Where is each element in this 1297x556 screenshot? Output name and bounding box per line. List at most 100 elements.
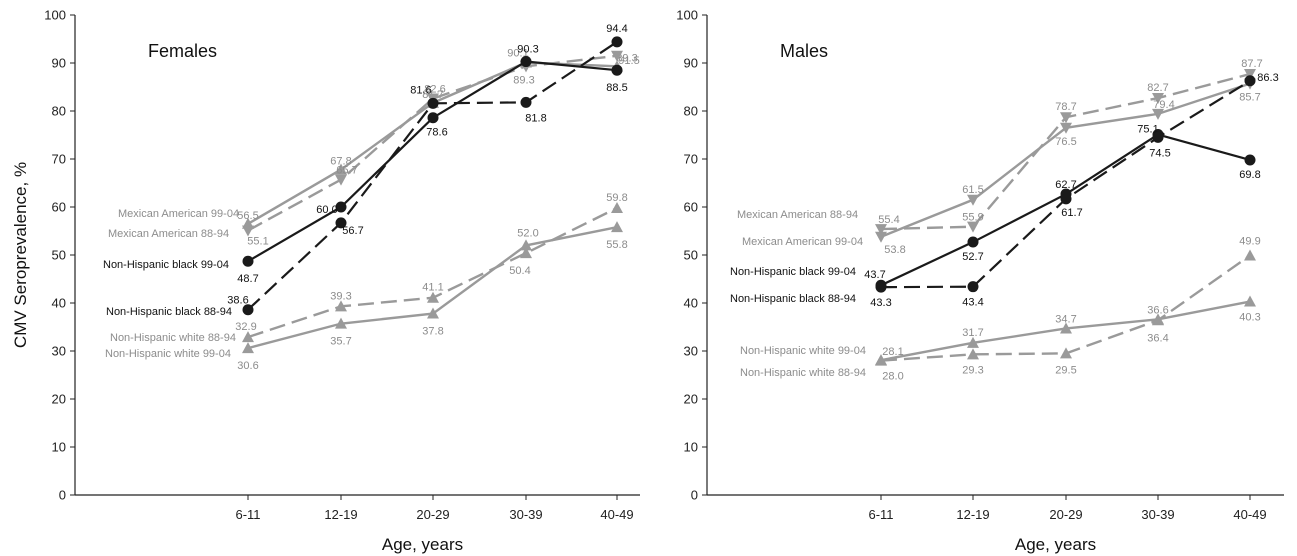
data-point	[1060, 322, 1072, 334]
panel-title: Females	[148, 41, 217, 61]
data-point	[611, 50, 623, 62]
y-tick-label: 0	[691, 488, 698, 503]
data-label: 89.3	[616, 52, 637, 64]
series-label: Non-Hispanic black 99-04	[103, 259, 229, 271]
y-tick-label: 80	[52, 104, 66, 119]
series-non-hispanic-white-88-94: 32.9 39.3 41.1 50.4 59.8 Non-Hispanic white 8…	[110, 192, 628, 344]
data-point	[1152, 131, 1164, 143]
data-label: 78.6	[426, 127, 447, 139]
series-non-hispanic-black-88-94: 43.3 43.4 61.7 74.5 86.3 Non-Hispanic black 8…	[730, 72, 1279, 309]
data-point	[520, 56, 532, 68]
series-label: Mexican American 88-94	[737, 209, 858, 221]
series-label: Non-Hispanic black 99-04	[730, 266, 856, 278]
data-label: 34.7	[1055, 313, 1076, 325]
data-point	[335, 317, 347, 329]
x-axis-title: Age, years	[1015, 535, 1096, 554]
data-label: 55.1	[247, 236, 268, 248]
data-label: 35.7	[330, 336, 351, 348]
data-label: 49.9	[1239, 235, 1260, 247]
data-point	[1060, 193, 1072, 205]
series-label: Non-Hispanic white 88-94	[740, 367, 866, 379]
data-point	[520, 239, 532, 251]
data-label: 32.9	[235, 321, 256, 333]
data-point	[967, 194, 979, 206]
y-tick-label: 90	[52, 56, 66, 71]
data-label: 90.1	[507, 48, 528, 60]
x-tick-label: 12-19	[956, 507, 989, 522]
data-point	[967, 336, 979, 348]
data-point	[1244, 249, 1256, 261]
x-tick-label: 20-29	[416, 507, 449, 522]
data-label: 75.1	[1137, 124, 1158, 136]
panel-males: 0 10 20 30 40 50 60 70 80 90 100 6-11 12-19 20-29 30-3…	[676, 8, 1284, 554]
data-point	[875, 231, 887, 243]
data-label: 52.0	[517, 227, 538, 239]
data-label: 52.7	[962, 251, 983, 263]
y-axis-title: CMV Seroprevalence, %	[11, 162, 30, 348]
data-point	[967, 281, 979, 293]
data-label: 81.6	[410, 84, 431, 96]
data-point	[335, 300, 347, 312]
data-point	[335, 174, 347, 186]
series-label: Non-Hispanic white 99-04	[740, 345, 866, 357]
series-mexican-american-88-94: 55.4 55.9 78.7 82.7 87.7 Mexican American 88-…	[737, 58, 1263, 236]
data-label: 67.8	[330, 156, 351, 168]
data-label: 79.4	[1153, 99, 1174, 111]
data-point	[427, 307, 439, 319]
data-point	[520, 96, 532, 108]
data-label: 53.8	[884, 244, 905, 256]
data-label: 55.8	[606, 239, 627, 251]
data-point	[1152, 108, 1164, 120]
data-label: 78.7	[1055, 101, 1076, 113]
series-line	[247, 54, 618, 232]
data-label: 56.5	[237, 210, 258, 222]
data-point	[611, 64, 623, 76]
data-label: 82.6	[424, 84, 445, 96]
data-label: 29.5	[1055, 364, 1076, 376]
data-label: 94.4	[606, 23, 627, 35]
data-label: 89.3	[513, 74, 534, 86]
y-tick-label: 50	[684, 248, 698, 263]
data-point	[1060, 347, 1072, 359]
data-label: 60.0	[316, 204, 337, 216]
x-tick-label: 6-11	[235, 507, 260, 522]
data-point	[967, 348, 979, 360]
data-point	[1152, 93, 1164, 105]
y-tick-label: 20	[684, 392, 698, 407]
data-label: 86.3	[1257, 72, 1278, 84]
data-point	[967, 236, 979, 248]
series-non-hispanic-white-99-04: 30.6 35.7 37.8 52.0 55.8 Non-Hispanic white 9…	[105, 221, 628, 372]
data-point	[1060, 112, 1072, 124]
data-point	[242, 342, 254, 354]
data-label: 29.3	[962, 364, 983, 376]
data-label: 65.7	[336, 165, 357, 177]
data-point	[427, 112, 439, 124]
x-axis-title: Age, years	[382, 535, 463, 554]
panel-title: Males	[780, 41, 828, 61]
series-label: Mexican American 99-04	[118, 208, 239, 220]
x-tick-label: 30-39	[1141, 507, 1174, 522]
data-label: 59.8	[606, 192, 627, 204]
data-label: 37.8	[422, 326, 443, 338]
series-non-hispanic-black-99-04: 48.7 60.0 78.6 90.3 88.5 Non-Hispanic black 9…	[103, 44, 628, 286]
data-point	[1152, 314, 1164, 326]
data-label: 43.3	[870, 297, 891, 309]
series-non-hispanic-black-88-94: 38.6 56.7 81.6 81.8 94.4 Non-Hispanic black 8…	[106, 23, 628, 318]
data-label: 36.6	[1147, 304, 1168, 316]
y-tick-label: 100	[676, 8, 698, 23]
series-non-hispanic-white-99-04: 28.1 31.7 34.7 36.6 40.3 Non-Hispanic white 9…	[740, 295, 1261, 366]
data-label: 30.6	[237, 360, 258, 372]
data-point	[335, 201, 347, 213]
data-label: 40.3	[1239, 312, 1260, 324]
data-label: 85.7	[1239, 92, 1260, 104]
data-point	[1244, 75, 1256, 87]
data-label: 88.5	[606, 82, 627, 94]
data-label: 38.6	[227, 295, 248, 307]
data-label: 91.5	[618, 55, 639, 67]
data-label: 61.7	[1061, 207, 1082, 219]
data-label: 62.7	[1055, 179, 1076, 191]
series-mexican-american-99-04: 53.8 61.5 76.5 79.4 85.7 Mexican American 99-…	[742, 78, 1261, 256]
data-label: 81.8	[525, 112, 546, 124]
